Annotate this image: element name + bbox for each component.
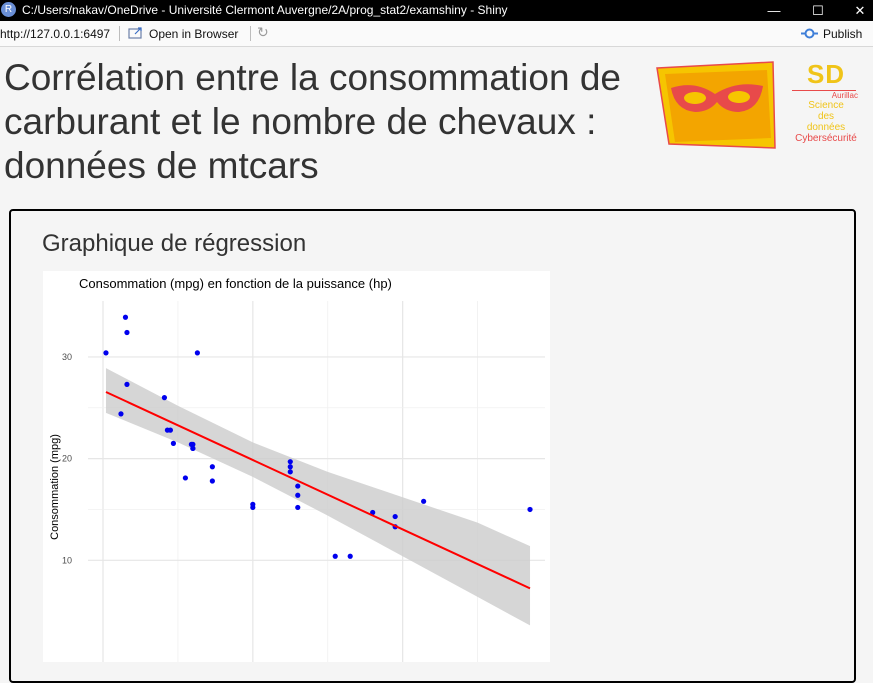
url-display[interactable]: http://127.0.0.1:6497 [0,27,111,41]
data-point [188,441,194,447]
minimize-icon[interactable]: ― [767,3,781,18]
open-browser-icon[interactable] [128,26,143,40]
y-tick-label: 10 [62,555,72,565]
r-app-icon: R [1,2,16,17]
viewer-toolbar: http://127.0.0.1:6497 Open in Browser ↻ … [0,21,873,47]
publish-icon[interactable] [801,27,818,40]
data-point [209,478,215,484]
data-point [392,513,398,520]
data-point [332,553,338,559]
data-point [190,445,196,452]
data-point [124,329,130,336]
regression-line-group [105,391,531,590]
data-point [122,314,129,320]
data-point [295,504,301,511]
y-tick-labels: 10 20 30 [62,352,72,565]
data-point [103,350,109,356]
regression-chart-svg: Consommation (mpg) en fonction de la pui… [49,276,545,662]
publish-button[interactable]: Publish [823,27,863,41]
logo-text-4: Cybersécurité [795,133,857,144]
toolbar-divider [119,26,120,41]
data-point [287,459,293,465]
sd-logo-mark: SD [806,59,846,89]
data-point [118,411,124,417]
chart-title: Consommation (mpg) en fonction de la pui… [79,276,392,291]
data-point [182,475,188,481]
refresh-icon[interactable]: ↻ [257,24,269,40]
data-point [170,440,177,446]
regression-line [105,391,531,590]
open-in-browser-button[interactable]: Open in Browser [149,27,239,41]
data-point [167,427,174,433]
confidence-band [105,368,531,626]
data-point [161,395,168,401]
data-point [527,506,533,513]
window-title: C:/Users/nakav/OneDrive - Université Cle… [22,3,508,17]
data-point [295,483,301,489]
data-point [421,498,427,504]
data-point [287,469,293,475]
panel-title: Graphique de régression [42,230,307,257]
y-axis-label: Consommation (mpg) [49,434,61,540]
data-point [194,350,200,356]
data-point [295,492,301,498]
y-tick-label: 20 [62,454,72,464]
data-point [287,464,293,470]
confidence-band-area [105,368,531,626]
y-tick-label: 30 [62,352,72,362]
data-point [124,381,130,387]
logo-place: Aurillac [831,91,858,100]
logo-divider [792,90,856,91]
data-point [347,553,353,559]
logo-text-1: Science [808,100,844,111]
regression-plot: Consommation (mpg) en fonction de la pui… [43,271,550,662]
chart-grid [88,301,545,662]
mask-logo-icon [656,61,776,149]
close-icon[interactable]: ✕ [854,3,866,18]
maximize-icon[interactable]: ☐ [812,3,824,18]
page-title: Corrélation entre la consommation de car… [4,57,621,186]
window-titlebar: R C:/Users/nakav/OneDrive - Université C… [0,0,873,21]
data-point [250,504,256,511]
logo-text-3: données [806,122,846,133]
logo-text-2: des [817,111,835,122]
toolbar-divider [250,26,251,41]
sd-logo: SD Aurillac Science des données Cyberséc… [790,60,862,150]
data-point [209,464,215,470]
